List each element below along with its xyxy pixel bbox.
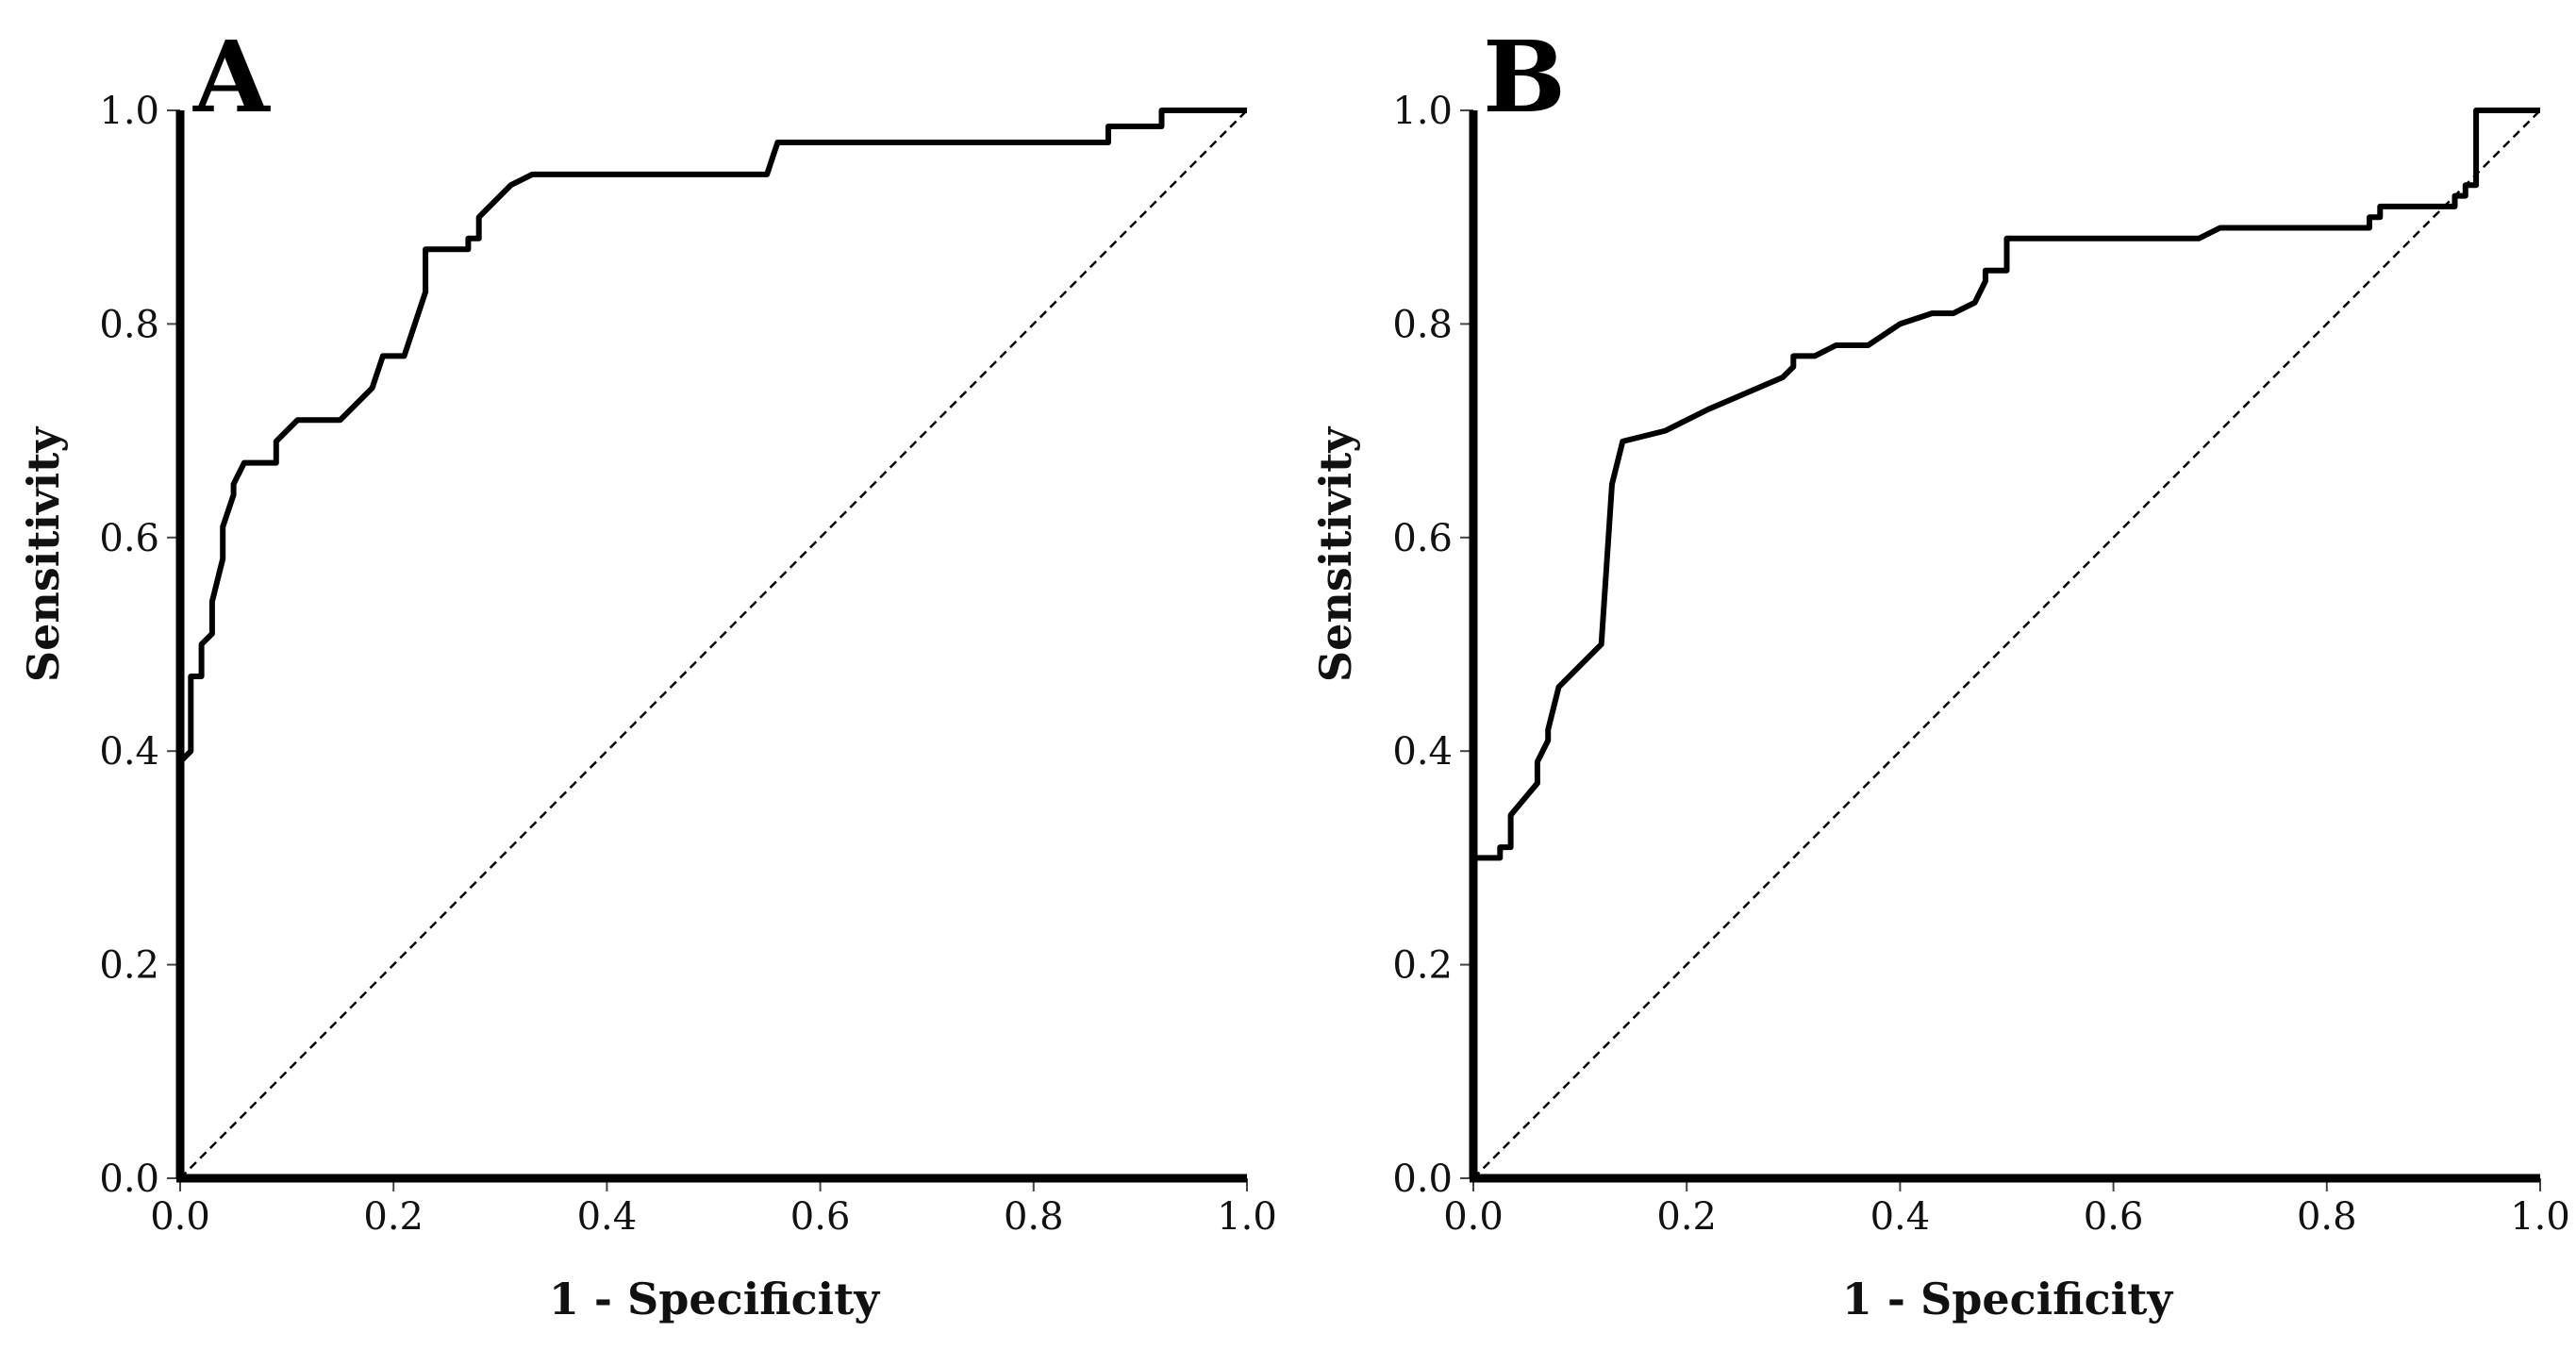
- reference-line: [1472, 109, 2541, 1179]
- roc-curve: [177, 108, 1247, 1178]
- y-tick-label: 0.0: [1392, 1157, 1453, 1201]
- x-tick-label: 0.2: [363, 1195, 424, 1239]
- x-tick-label: 0.6: [790, 1195, 851, 1239]
- y-tick-label: 0.8: [1392, 303, 1453, 346]
- panel-a: A Sensitivity 1 - Specificity 0.0 0.2 0.4 0…: [18, 19, 1277, 1324]
- tick-labels: 0.0 0.2 0.4 0.6 0.8 1.0 0.0 0.2 0.4 0.6 0.8 1.0: [1392, 90, 2569, 1239]
- y-tick-label: 0.6: [1392, 517, 1453, 560]
- x-tick-label: 0.0: [150, 1195, 210, 1239]
- x-tick-label: 0.8: [2297, 1195, 2357, 1239]
- y-axis-title: Sensitivity: [1310, 426, 1361, 682]
- panel-b: B Sensitivity 1 - Specificity 0.0 0.2 0.4 0…: [1310, 19, 2570, 1324]
- x-tick-label: 0.6: [2084, 1195, 2144, 1239]
- x-tick-label: 0.4: [1870, 1195, 1931, 1239]
- y-tick-label: 0.4: [1392, 730, 1453, 774]
- y-tick-label: 0.0: [99, 1157, 159, 1201]
- x-tick-label: 0.0: [1443, 1195, 1504, 1239]
- reference-line: [179, 109, 1248, 1179]
- x-axis-title: 1 - Specificity: [1842, 1274, 2173, 1324]
- y-tick-label: 0.6: [99, 517, 159, 560]
- y-axis-title: Sensitivity: [18, 426, 69, 682]
- panel-label-b: B: [1483, 19, 1566, 135]
- y-tick-label: 0.4: [99, 730, 159, 774]
- roc-curve: [1471, 108, 2540, 1178]
- x-tick-label: 1.0: [1217, 1195, 1277, 1239]
- y-tick-label: 1.0: [1392, 90, 1453, 133]
- y-tick-label: 0.2: [1392, 944, 1453, 988]
- x-tick-label: 0.8: [1004, 1195, 1064, 1239]
- y-tick-label: 0.2: [99, 944, 159, 988]
- panel-label-a: A: [192, 19, 271, 135]
- x-tick-label: 1.0: [2510, 1195, 2570, 1239]
- x-tick-label: 0.2: [1656, 1195, 1717, 1239]
- y-tick-label: 0.8: [99, 303, 159, 346]
- x-tick-label: 0.4: [577, 1195, 638, 1239]
- tick-labels: 0.0 0.2 0.4 0.6 0.8 1.0 0.0 0.2 0.4 0.6 0.8 1.0: [99, 90, 1276, 1239]
- y-tick-label: 1.0: [99, 90, 159, 133]
- x-axis-title: 1 - Specificity: [549, 1274, 880, 1324]
